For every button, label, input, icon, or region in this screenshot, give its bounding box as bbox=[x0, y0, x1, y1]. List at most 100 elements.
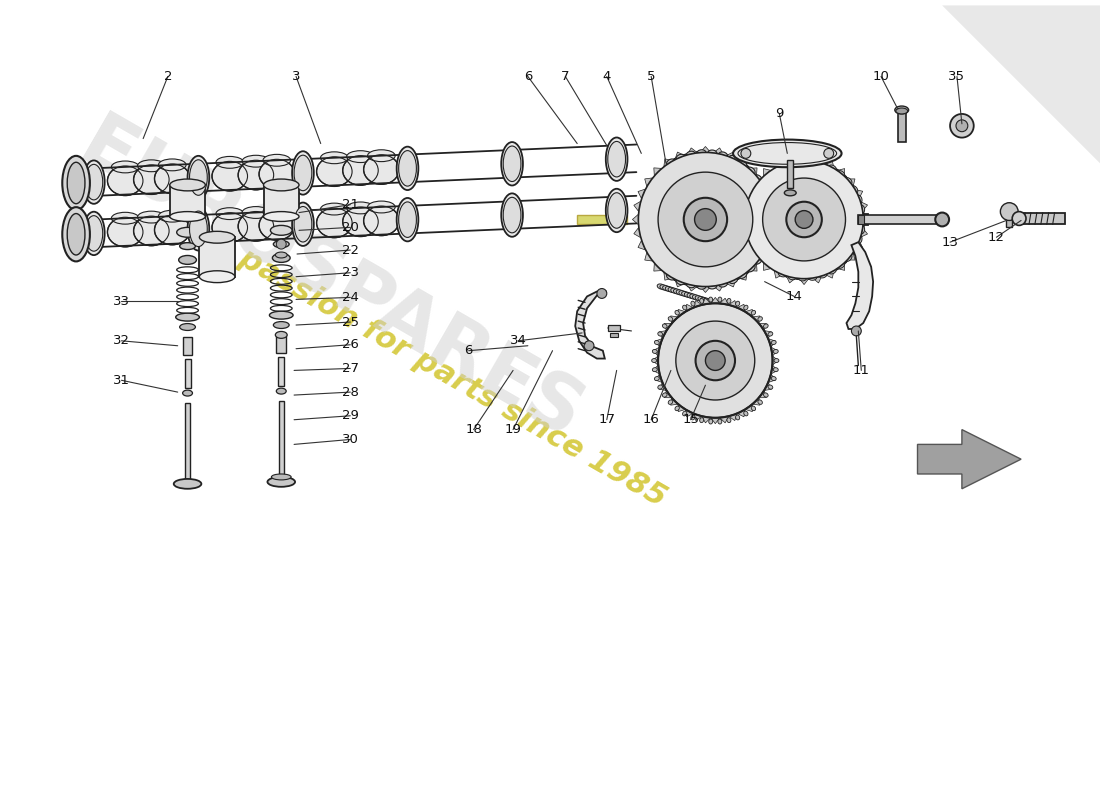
Ellipse shape bbox=[397, 146, 418, 190]
Ellipse shape bbox=[294, 155, 311, 190]
Ellipse shape bbox=[263, 154, 290, 166]
Polygon shape bbox=[659, 382, 667, 390]
Polygon shape bbox=[645, 252, 652, 261]
Circle shape bbox=[658, 303, 772, 418]
Polygon shape bbox=[675, 279, 685, 287]
Ellipse shape bbox=[838, 262, 845, 268]
Ellipse shape bbox=[154, 164, 190, 194]
Ellipse shape bbox=[706, 299, 714, 304]
Ellipse shape bbox=[364, 154, 399, 184]
Ellipse shape bbox=[761, 184, 768, 192]
Bar bbox=[1021, 213, 1066, 225]
Polygon shape bbox=[786, 276, 795, 283]
Ellipse shape bbox=[683, 411, 686, 416]
Ellipse shape bbox=[758, 400, 762, 404]
Ellipse shape bbox=[838, 170, 845, 177]
Ellipse shape bbox=[85, 164, 102, 200]
Polygon shape bbox=[713, 284, 724, 291]
Text: 35: 35 bbox=[948, 70, 966, 83]
Polygon shape bbox=[759, 323, 767, 330]
Ellipse shape bbox=[133, 165, 169, 194]
Text: 22: 22 bbox=[342, 243, 359, 257]
Polygon shape bbox=[634, 227, 641, 238]
Polygon shape bbox=[771, 347, 778, 356]
Ellipse shape bbox=[651, 358, 657, 362]
Circle shape bbox=[795, 210, 813, 228]
Circle shape bbox=[851, 326, 861, 336]
Polygon shape bbox=[575, 291, 607, 358]
Ellipse shape bbox=[239, 211, 274, 241]
Ellipse shape bbox=[784, 190, 796, 196]
Bar bbox=[185, 403, 190, 482]
Circle shape bbox=[1000, 202, 1019, 221]
Ellipse shape bbox=[708, 419, 713, 424]
Ellipse shape bbox=[851, 246, 858, 253]
Ellipse shape bbox=[108, 166, 143, 195]
Ellipse shape bbox=[676, 278, 684, 285]
Polygon shape bbox=[758, 178, 766, 186]
Polygon shape bbox=[766, 189, 773, 199]
Polygon shape bbox=[713, 148, 724, 155]
Ellipse shape bbox=[829, 268, 836, 274]
Polygon shape bbox=[745, 404, 752, 412]
Ellipse shape bbox=[317, 208, 352, 238]
Ellipse shape bbox=[846, 178, 851, 185]
Polygon shape bbox=[749, 168, 757, 176]
Bar bbox=[169, 185, 206, 217]
Polygon shape bbox=[764, 382, 771, 390]
Ellipse shape bbox=[675, 406, 680, 410]
Ellipse shape bbox=[654, 341, 659, 345]
Polygon shape bbox=[653, 347, 660, 356]
Ellipse shape bbox=[111, 161, 139, 173]
Polygon shape bbox=[746, 190, 754, 198]
Ellipse shape bbox=[174, 479, 201, 489]
Ellipse shape bbox=[317, 157, 352, 186]
Bar bbox=[641, 214, 868, 226]
Ellipse shape bbox=[708, 283, 717, 289]
Ellipse shape bbox=[808, 275, 817, 280]
Polygon shape bbox=[855, 241, 862, 250]
Ellipse shape bbox=[654, 377, 659, 381]
Text: 29: 29 bbox=[342, 410, 359, 422]
Text: 19: 19 bbox=[505, 423, 521, 436]
Text: 32: 32 bbox=[113, 334, 130, 347]
Polygon shape bbox=[719, 416, 728, 423]
Ellipse shape bbox=[690, 294, 697, 299]
Circle shape bbox=[695, 341, 735, 380]
Ellipse shape bbox=[691, 302, 695, 306]
Polygon shape bbox=[847, 253, 855, 260]
Bar bbox=[1006, 211, 1012, 227]
Circle shape bbox=[741, 149, 751, 158]
Ellipse shape bbox=[691, 415, 695, 420]
Ellipse shape bbox=[718, 297, 722, 302]
Ellipse shape bbox=[700, 418, 704, 422]
Ellipse shape bbox=[346, 150, 374, 162]
Ellipse shape bbox=[736, 302, 739, 306]
Text: 24: 24 bbox=[342, 291, 359, 304]
Ellipse shape bbox=[274, 241, 289, 247]
Ellipse shape bbox=[820, 273, 827, 278]
Text: 6: 6 bbox=[524, 70, 532, 83]
Ellipse shape bbox=[657, 284, 664, 289]
Polygon shape bbox=[813, 156, 822, 163]
Ellipse shape bbox=[189, 160, 207, 195]
Polygon shape bbox=[659, 330, 667, 338]
Ellipse shape bbox=[264, 179, 299, 191]
Bar bbox=[264, 185, 299, 217]
Text: 27: 27 bbox=[342, 362, 359, 375]
Polygon shape bbox=[693, 414, 702, 421]
Polygon shape bbox=[917, 430, 1021, 489]
Circle shape bbox=[762, 178, 846, 261]
Polygon shape bbox=[763, 169, 771, 176]
Bar bbox=[183, 337, 192, 354]
Ellipse shape bbox=[397, 198, 418, 242]
Polygon shape bbox=[645, 178, 652, 186]
Bar bbox=[788, 160, 793, 188]
Ellipse shape bbox=[212, 213, 248, 242]
Ellipse shape bbox=[857, 236, 862, 244]
Polygon shape bbox=[719, 298, 728, 305]
Ellipse shape bbox=[158, 159, 186, 170]
Polygon shape bbox=[754, 179, 761, 186]
Ellipse shape bbox=[679, 290, 686, 296]
Ellipse shape bbox=[766, 194, 772, 202]
